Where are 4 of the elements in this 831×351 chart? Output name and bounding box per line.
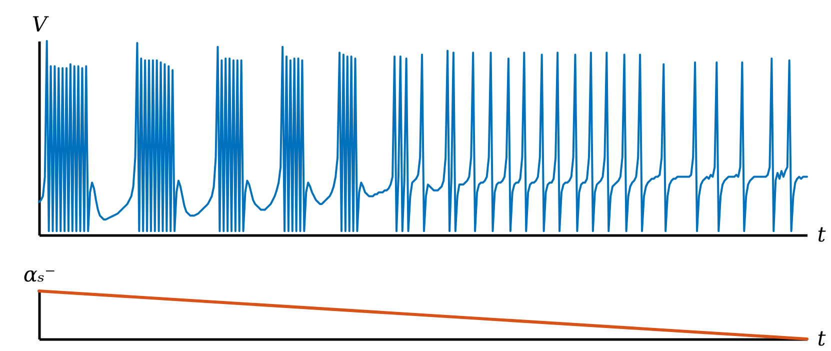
y-axis-title: V	[32, 12, 49, 36]
x-axis-title: t	[817, 326, 826, 350]
x-axis-title: t	[817, 222, 826, 246]
y-axis-title: αₛ⁻	[23, 262, 56, 286]
